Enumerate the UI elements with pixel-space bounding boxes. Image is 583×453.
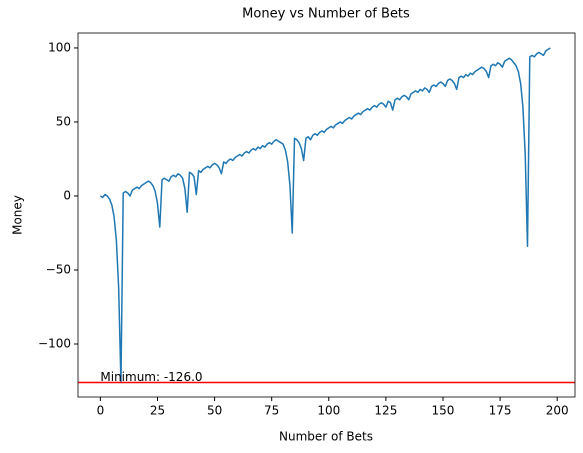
x-tick-label: 100 [317, 404, 340, 418]
x-tick-label: 75 [264, 404, 279, 418]
x-tick-label: 125 [374, 404, 397, 418]
x-tick-label: 175 [489, 404, 512, 418]
annotation: Minimum: -126.0 [100, 370, 202, 384]
chart-title: Money vs Number of Bets [242, 7, 410, 22]
y-tick-label: −100 [38, 337, 71, 351]
plot-frame [77, 32, 576, 398]
x-tick-label: 0 [97, 404, 105, 418]
x-tick-label: 150 [432, 404, 455, 418]
y-tick-label: 100 [48, 40, 71, 54]
y-tick-label: 0 [63, 188, 71, 202]
y-tick-label: 50 [56, 114, 71, 128]
x-tick-label: 200 [546, 404, 569, 418]
y-axis-label: Money [11, 195, 25, 235]
x-tick-label: 50 [207, 404, 222, 418]
y-tick-label: −50 [46, 262, 71, 276]
x-tick-label: 25 [150, 404, 165, 418]
line-series [99, 47, 551, 384]
x-axis-label: Number of Bets [279, 430, 373, 444]
